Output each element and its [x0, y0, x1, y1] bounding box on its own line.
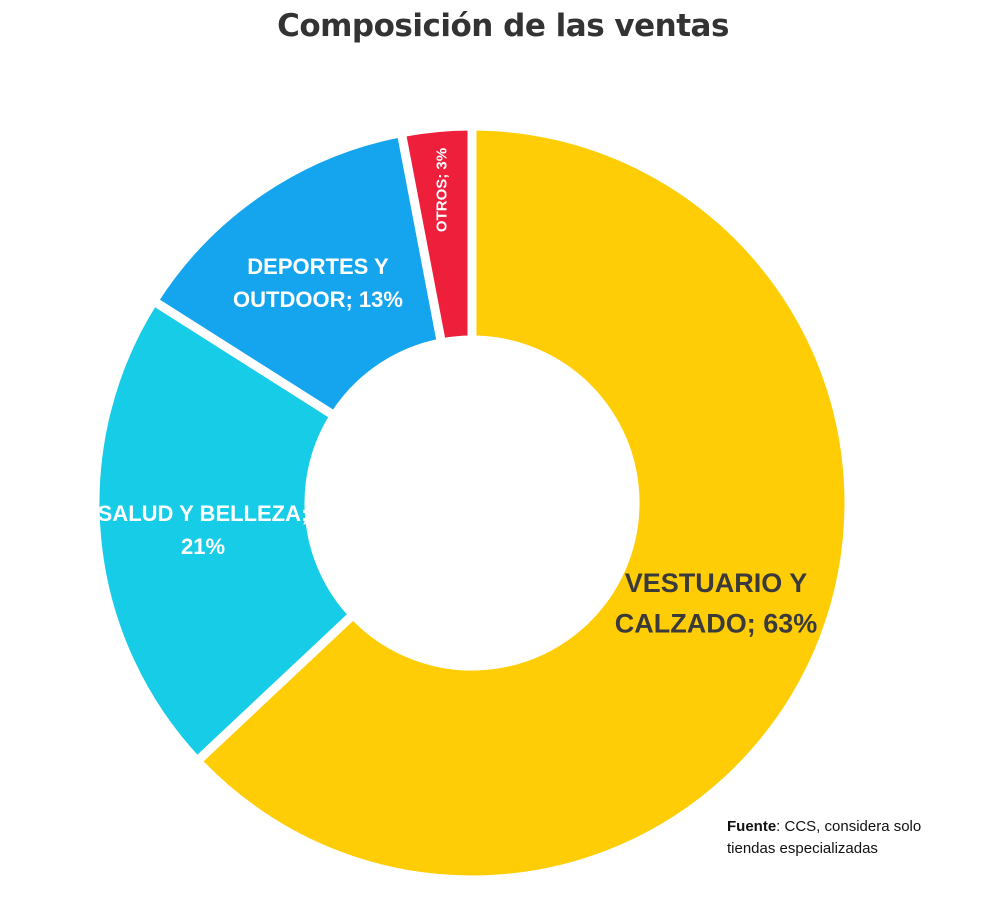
slice-label-deportes-y-outdoor: DEPORTES Y OUTDOOR; 13%: [233, 254, 403, 312]
slice-deportes-y-outdoor: [147, 127, 447, 422]
source-text-line2: tiendas especializadas: [727, 840, 878, 857]
slice-salud-y-belleza: [90, 294, 360, 768]
slice-vestuario-y-calzado: [190, 121, 854, 885]
chart-title: Composición de las ventas: [277, 8, 729, 44]
slice-label-otros: OTROS; 3%: [433, 148, 450, 232]
slice-otros: [396, 121, 477, 349]
labels-group: VESTUARIO Y CALZADO; 63% SALUD Y BELLEZA; 2…: [98, 148, 818, 639]
slice-label-salud-y-belleza: SALUD Y BELLEZA; 21%: [98, 501, 309, 559]
slices-group: [90, 121, 854, 885]
source-text: : CCS, considera solo: [776, 818, 922, 835]
source-note: Fuente: CCS, considera solo tiendas espe…: [727, 816, 987, 860]
source-label: Fuente: [727, 818, 777, 835]
slice-label-vestuario-y-calzado: VESTUARIO Y CALZADO; 63%: [615, 568, 818, 639]
